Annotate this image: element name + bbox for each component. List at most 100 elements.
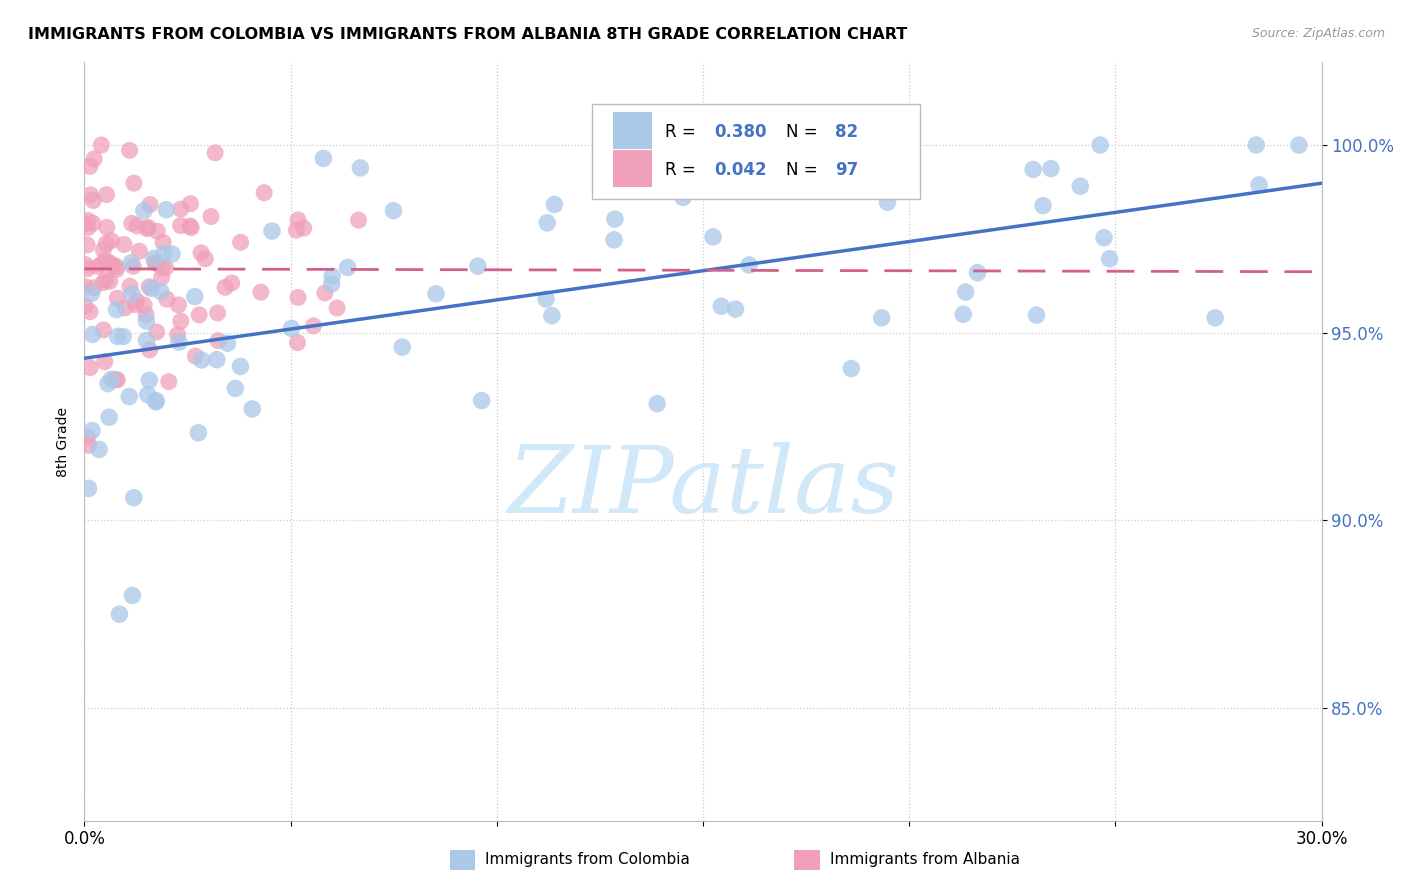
Point <box>167 298 190 312</box>
Point <box>122 176 145 190</box>
Point <box>194 252 217 266</box>
Bar <box>613 112 652 149</box>
Point <box>145 325 167 339</box>
Point <box>112 329 135 343</box>
Text: 97: 97 <box>835 161 859 179</box>
Point <box>166 327 188 342</box>
Point <box>221 276 243 290</box>
Point <box>170 202 193 216</box>
Point <box>143 255 166 269</box>
Point <box>93 323 115 337</box>
Point <box>141 281 163 295</box>
Point <box>128 244 150 259</box>
Point <box>321 277 343 291</box>
Point <box>79 187 101 202</box>
Point <box>966 266 988 280</box>
Point <box>132 203 155 218</box>
Point <box>205 352 228 367</box>
Point <box>467 259 489 273</box>
Point <box>425 286 447 301</box>
Point <box>100 234 122 248</box>
Point <box>75 258 97 272</box>
Point <box>122 260 145 274</box>
Point <box>118 144 141 158</box>
Point <box>229 359 252 374</box>
Text: 82: 82 <box>835 123 859 141</box>
Point <box>94 273 117 287</box>
Point <box>152 235 174 250</box>
Point <box>188 308 211 322</box>
Point <box>104 372 127 386</box>
Text: ZIPatlas: ZIPatlas <box>508 442 898 532</box>
Point <box>90 138 112 153</box>
Point <box>155 202 177 217</box>
Point <box>285 223 308 237</box>
Text: Immigrants from Albania: Immigrants from Albania <box>830 853 1019 867</box>
Point <box>170 314 193 328</box>
Point <box>839 361 862 376</box>
Point <box>77 438 100 452</box>
Point <box>1288 138 1310 153</box>
Point <box>77 213 100 227</box>
Point <box>1025 308 1047 322</box>
Point <box>952 307 974 321</box>
Point <box>135 314 157 328</box>
Point <box>136 220 159 235</box>
Point <box>287 335 309 350</box>
Point <box>240 401 263 416</box>
Point <box>603 233 626 247</box>
Point <box>326 301 349 315</box>
Point <box>79 160 101 174</box>
Point <box>139 197 162 211</box>
Point <box>108 607 131 622</box>
Point <box>75 279 97 293</box>
Point <box>718 170 741 185</box>
Point <box>645 397 668 411</box>
Point <box>125 293 148 308</box>
Point <box>79 304 101 318</box>
Point <box>138 279 160 293</box>
Point <box>229 235 252 250</box>
Point <box>150 260 173 275</box>
Point <box>180 220 202 235</box>
Point <box>955 285 977 299</box>
Point <box>534 292 557 306</box>
Point <box>260 224 283 238</box>
Point <box>160 247 183 261</box>
Point <box>214 280 236 294</box>
Point <box>77 481 100 495</box>
Point <box>96 236 118 251</box>
Point <box>391 340 413 354</box>
Point <box>114 301 136 315</box>
Point <box>134 298 156 312</box>
Point <box>190 245 212 260</box>
Point <box>710 299 733 313</box>
Point <box>97 376 120 391</box>
Point <box>77 220 100 235</box>
Point <box>280 321 302 335</box>
Point <box>80 424 103 438</box>
Point <box>76 238 98 252</box>
Bar <box>613 151 652 186</box>
Point <box>121 216 143 230</box>
Y-axis label: 8th Grade: 8th Grade <box>56 407 70 476</box>
Point <box>138 343 160 357</box>
Point <box>93 243 115 257</box>
Point <box>876 195 898 210</box>
Point <box>112 237 135 252</box>
Text: 0.042: 0.042 <box>714 161 766 179</box>
Point <box>98 256 121 270</box>
Point <box>153 246 176 260</box>
Point <box>145 256 167 270</box>
Text: N =: N = <box>786 123 823 141</box>
Point <box>190 353 212 368</box>
Point <box>207 334 229 348</box>
Point <box>253 186 276 200</box>
Point <box>145 393 167 408</box>
Point <box>91 276 114 290</box>
Point <box>179 196 201 211</box>
Point <box>1032 198 1054 212</box>
Point <box>157 375 180 389</box>
Point <box>672 190 695 204</box>
Point <box>96 220 118 235</box>
